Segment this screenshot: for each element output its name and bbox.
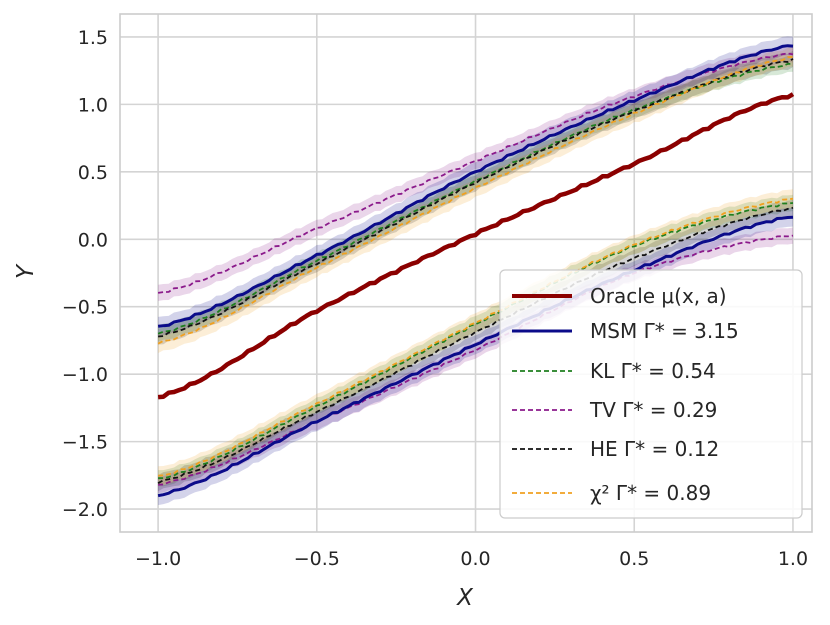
legend-label-he: HE Γ* = 0.12 <box>590 437 719 461</box>
line-oracle <box>157 92 795 400</box>
y-tick-label: 1.0 <box>78 94 108 116</box>
line-msm-lower <box>157 215 794 498</box>
y-axis-label: Y <box>13 263 39 279</box>
x-tick-label: −0.5 <box>294 548 340 570</box>
legend-box <box>499 269 803 519</box>
axes-frame <box>119 13 813 533</box>
legend-label-msm: MSM Γ* = 3.15 <box>590 319 739 343</box>
x-tick-labels: −1.0 −0.5 0.0 0.5 1.0 <box>135 548 808 570</box>
y-tick-label: 0.0 <box>78 229 108 251</box>
y-tick-label: 1.5 <box>78 27 108 49</box>
legend: Oracle μ(x, a) MSM Γ* = 3.15 KL Γ* = 0.5… <box>499 269 803 519</box>
x-tick-label: 0.0 <box>460 548 490 570</box>
line-tv-upper <box>157 52 794 294</box>
y-tick-label: −0.5 <box>62 297 108 319</box>
x-tick-label: 1.0 <box>778 548 808 570</box>
band-tv <box>158 45 794 301</box>
band-msm <box>158 207 794 506</box>
x-axis-label: X <box>456 585 474 611</box>
band-chi <box>158 47 794 354</box>
y-tick-label: −1.0 <box>62 364 108 386</box>
band-he <box>158 199 794 492</box>
legend-label-oracle: Oracle μ(x, a) <box>590 284 727 308</box>
line-tv-lower <box>158 234 794 486</box>
y-tick-label: −2.0 <box>62 499 108 521</box>
series-lines <box>157 44 795 498</box>
band-kl <box>158 194 794 487</box>
legend-label-tv: TV Γ* = 0.29 <box>589 398 717 422</box>
plot-frame <box>119 13 813 533</box>
y-tick-label: −1.5 <box>62 432 108 454</box>
y-tick-label: 0.5 <box>78 162 108 184</box>
legend-label-chi2: χ² Γ* = 0.89 <box>590 481 711 505</box>
band-tv <box>158 227 794 493</box>
y-tick-labels: 1.5 1.0 0.5 0.0 −0.5 −1.0 −1.5 −2.0 <box>62 27 108 521</box>
x-tick-label: 0.5 <box>619 548 649 570</box>
line-kl-lower <box>158 202 794 480</box>
line-chi-upper <box>157 56 794 345</box>
line-chi-lower <box>158 197 794 477</box>
line-he-lower <box>157 206 794 484</box>
legend-label-kl: KL Γ* = 0.54 <box>590 359 716 383</box>
x-tick-label: −1.0 <box>135 548 181 570</box>
band-he <box>158 50 794 345</box>
line-msm-upper <box>157 44 794 328</box>
